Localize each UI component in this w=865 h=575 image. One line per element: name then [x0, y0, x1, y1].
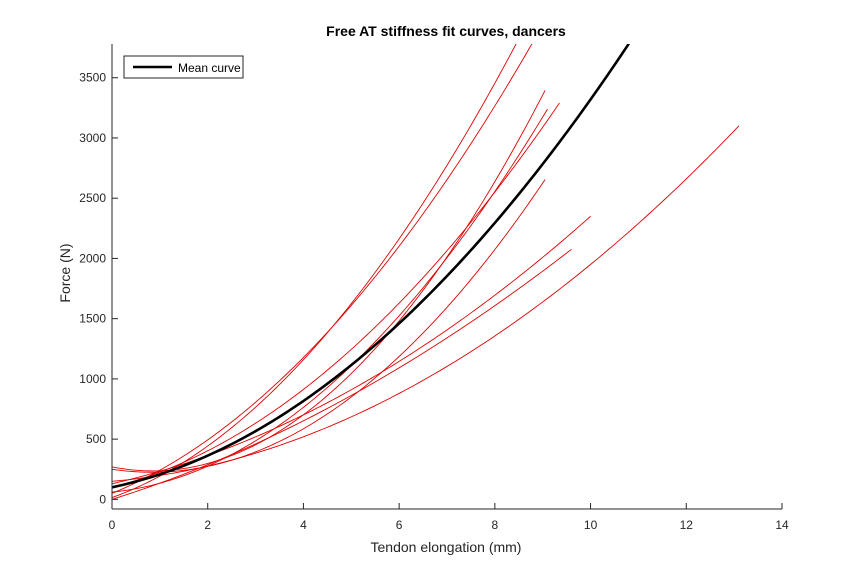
x-tick-label: 8: [492, 518, 499, 532]
y-tick-label: 500: [86, 432, 106, 446]
dancer-curve-9: [112, 179, 546, 473]
legend-box: [123, 55, 244, 79]
x-axis-label: Tendon elongation (mm): [371, 539, 522, 555]
axes: 0 2 4 6 8 10 12 14 0 500 1000 1500 2000 2500 3000 3500: [79, 44, 789, 532]
chart-title: Free AT stiffness fit curves, dancers: [326, 23, 566, 39]
mean-curve: [112, 44, 630, 489]
dancer-curve-7: [112, 248, 572, 500]
y-tick-label: 3500: [79, 71, 106, 85]
y-tick-label: 2500: [79, 191, 106, 205]
y-tick-label: 1000: [79, 372, 106, 386]
x-tick-label: 2: [204, 518, 211, 532]
dancer-curve-5: [112, 125, 740, 482]
y-tick-label: 0: [99, 492, 106, 506]
y-tick-label: 2000: [79, 251, 106, 265]
x-tick-label: 10: [584, 518, 598, 532]
legend-mean-label: Mean curve: [178, 61, 241, 75]
x-tick-label: 4: [300, 518, 307, 532]
dancer-curve-2: [112, 44, 533, 494]
x-tick-label: 12: [680, 518, 694, 532]
dancer-curve-1: [112, 44, 517, 498]
y-tick-label: 1500: [79, 312, 106, 326]
x-tick-label: 14: [775, 518, 789, 532]
dancer-curve-3: [112, 108, 548, 493]
x-tick-label: 6: [396, 518, 403, 532]
legend: Mean curve: [123, 55, 244, 79]
y-tick-label: 3000: [79, 131, 106, 145]
x-tick-label: 0: [109, 518, 116, 532]
dancer-curve-4: [112, 102, 560, 488]
dancer-curve-8: [112, 90, 546, 472]
y-axis-label: Force (N): [57, 243, 73, 302]
